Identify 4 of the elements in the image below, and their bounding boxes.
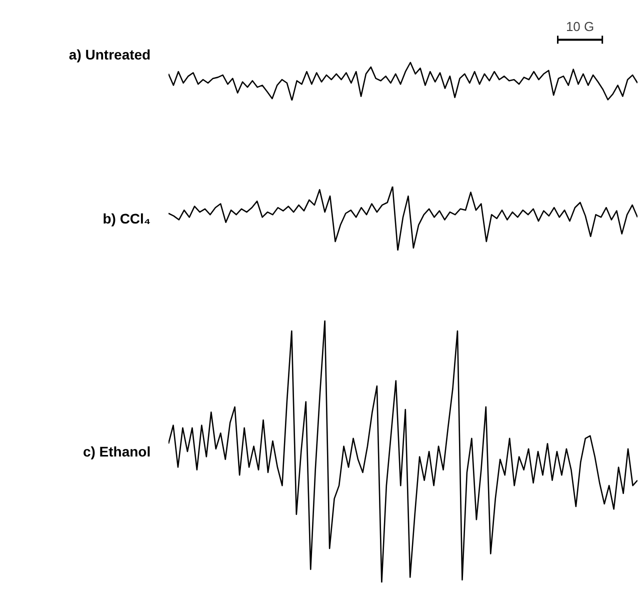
- text: c) Ethanol: [82, 444, 151, 460]
- text: 10 G: [566, 19, 594, 34]
- chart-title: a) Untreated: [68, 46, 151, 62]
- text: b) CCl₄: [102, 210, 151, 226]
